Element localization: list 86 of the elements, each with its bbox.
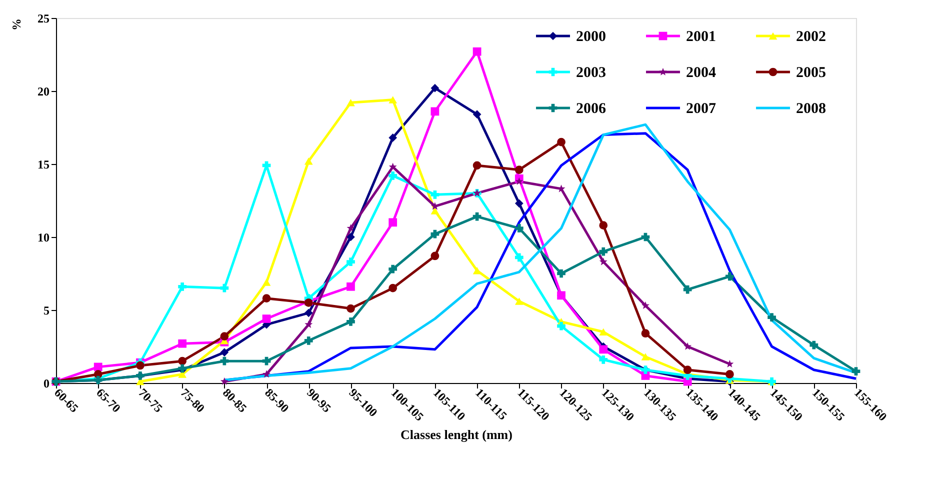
point	[220, 356, 229, 366]
point	[262, 314, 271, 323]
point	[304, 308, 313, 318]
y-tick-label: 5	[44, 304, 50, 318]
point	[683, 285, 692, 294]
point	[430, 107, 440, 116]
point	[472, 110, 482, 119]
point	[220, 284, 229, 292]
point	[346, 224, 355, 232]
point	[262, 356, 271, 366]
y-tick-label: 0	[44, 376, 50, 390]
point	[641, 301, 650, 310]
point	[599, 221, 608, 230]
point	[304, 157, 313, 165]
legend-label: 2001	[686, 29, 716, 45]
point	[220, 332, 229, 340]
point	[346, 282, 355, 291]
point	[641, 353, 650, 360]
point	[178, 282, 186, 291]
legend-label: 2004	[686, 65, 716, 81]
y-tick-label: 15	[38, 158, 50, 172]
point	[514, 298, 524, 305]
point	[430, 252, 440, 260]
point	[304, 336, 313, 345]
legend-label: 2008	[796, 101, 826, 117]
point	[178, 356, 186, 366]
point	[388, 162, 397, 170]
point	[94, 362, 102, 372]
point	[514, 224, 524, 232]
point	[430, 230, 440, 238]
point	[430, 190, 440, 199]
point	[388, 264, 398, 274]
legend-label: 2005	[796, 65, 826, 81]
point	[472, 47, 482, 56]
point	[388, 284, 398, 292]
legend-label: 2006	[576, 101, 606, 117]
point	[515, 177, 524, 185]
point	[472, 161, 482, 170]
point	[472, 266, 482, 274]
point	[346, 99, 355, 106]
legend-label: 2007	[686, 101, 716, 117]
point	[683, 366, 692, 374]
point	[388, 96, 398, 104]
legend-label: 2003	[576, 65, 606, 81]
y-tick-label: 20	[38, 84, 50, 98]
point	[514, 199, 524, 208]
point	[557, 138, 566, 146]
y-tick-label: 10	[38, 230, 50, 244]
point	[178, 339, 186, 348]
y-tick-label: 25	[38, 12, 50, 26]
point	[684, 342, 692, 350]
point	[852, 367, 860, 376]
point	[346, 232, 355, 242]
point	[557, 322, 566, 330]
legend-label: 2002	[796, 29, 826, 45]
point	[768, 313, 776, 322]
point	[599, 345, 608, 354]
point	[726, 370, 734, 378]
point	[599, 355, 608, 364]
point	[262, 294, 271, 302]
x-axis-title: Classes lenght (mm)	[400, 427, 512, 442]
point	[388, 171, 398, 180]
point	[430, 207, 440, 214]
point	[262, 278, 271, 286]
point	[599, 328, 608, 336]
point	[136, 361, 144, 370]
point	[220, 348, 229, 357]
point	[346, 258, 355, 266]
point	[304, 320, 313, 328]
point	[810, 340, 818, 350]
point	[262, 370, 271, 378]
point	[726, 272, 734, 281]
point	[514, 166, 524, 174]
point	[346, 317, 355, 326]
point	[599, 258, 608, 266]
point	[430, 84, 440, 92]
point	[599, 247, 608, 256]
legend-label: 2000	[576, 29, 606, 45]
point	[220, 377, 228, 385]
point	[641, 329, 650, 338]
point	[388, 218, 398, 227]
point	[557, 269, 566, 278]
point	[346, 304, 355, 313]
point	[514, 253, 524, 262]
y-axis-title: %	[10, 18, 24, 30]
point	[388, 134, 398, 142]
